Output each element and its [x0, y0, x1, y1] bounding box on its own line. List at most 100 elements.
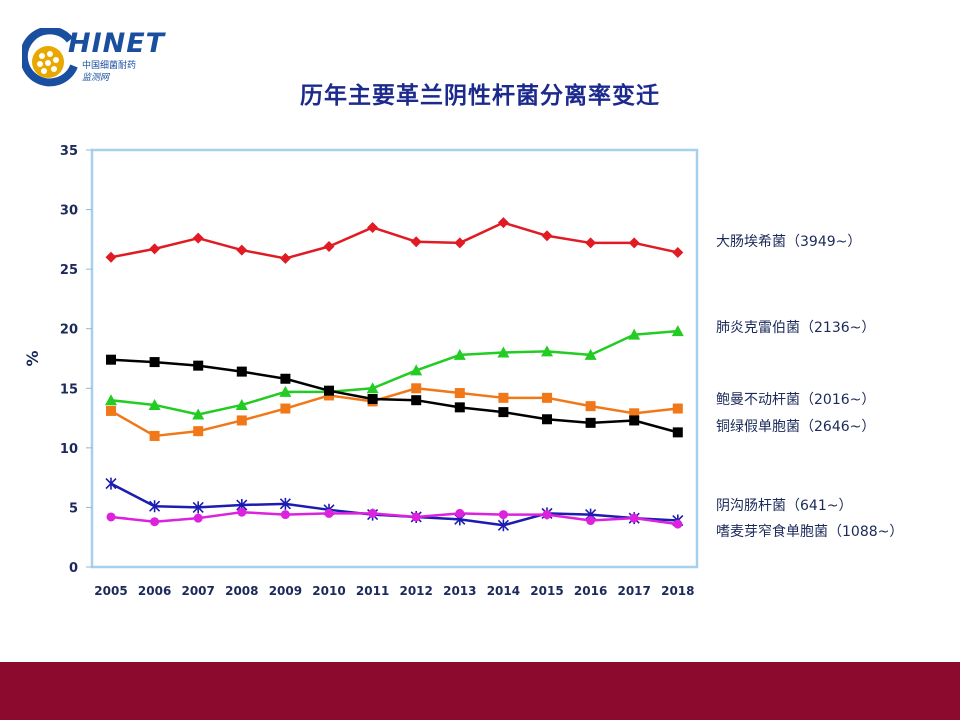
data-point: [193, 513, 203, 523]
x-tick-label: 2007: [181, 584, 214, 598]
series-line: [110, 387, 678, 438]
data-point: [453, 348, 466, 360]
data-point: [455, 508, 465, 518]
data-point: [497, 217, 509, 229]
data-point: [672, 427, 683, 438]
x-tick-label: 2010: [312, 584, 345, 598]
x-tick-label: 2011: [356, 584, 389, 598]
data-point: [148, 398, 161, 410]
data-point: [237, 507, 247, 517]
legend-entry: 铜绿假单胞菌（2646~）: [716, 419, 876, 435]
data-point: [498, 407, 509, 418]
data-point: [236, 366, 247, 377]
data-point: [542, 510, 552, 520]
x-tick-label: 2017: [617, 584, 650, 598]
x-tick-label: 2006: [138, 584, 171, 598]
data-point: [498, 510, 508, 520]
data-point: [149, 500, 161, 513]
data-point: [498, 392, 509, 403]
data-point: [280, 373, 291, 384]
data-point: [279, 497, 291, 510]
data-point: [410, 236, 422, 248]
legend-entry: 嗜麦芽窄食单胞菌（1088~）: [716, 524, 904, 540]
data-point: [324, 508, 334, 518]
series-line: [110, 329, 678, 416]
logo-globe-icon: [22, 28, 78, 87]
data-point: [367, 221, 379, 233]
data-point: [106, 512, 116, 522]
data-point: [149, 357, 160, 368]
data-point: [584, 348, 597, 360]
legend-entry: 阴沟肠杆菌（641~）: [716, 498, 853, 514]
legend-entry: 鲍曼不动杆菌（2016~）: [716, 392, 876, 408]
data-point: [105, 394, 117, 406]
data-point: [454, 388, 465, 399]
series-line: [110, 510, 678, 526]
y-tick-label: 35: [60, 144, 78, 159]
data-point: [672, 246, 684, 258]
data-point: [586, 516, 596, 526]
data-point: [149, 430, 160, 441]
data-point: [585, 401, 596, 412]
data-point: [585, 417, 596, 428]
data-point: [629, 415, 640, 426]
data-point: [671, 325, 684, 337]
y-tick-label: 0: [69, 561, 78, 576]
x-tick-label: 2018: [661, 584, 694, 598]
data-point: [411, 383, 422, 394]
data-point: [629, 408, 640, 419]
data-point: [585, 237, 597, 249]
y-tick-label: 30: [60, 204, 78, 219]
y-tick-label: 10: [60, 442, 78, 457]
data-point: [236, 244, 248, 256]
x-tick-label: 2008: [225, 584, 258, 598]
y-axis-label: %: [23, 350, 42, 366]
x-tick-label: 2009: [269, 584, 302, 598]
data-point: [193, 426, 204, 437]
series-line: [110, 221, 679, 260]
x-tick-label: 2012: [399, 584, 432, 598]
x-tick-label: 2014: [487, 584, 520, 598]
logo-subtitle-cn: 中国细菌耐药: [82, 61, 137, 71]
y-tick-label: 25: [60, 263, 78, 278]
data-point: [672, 403, 683, 414]
data-point: [368, 508, 378, 518]
data-point: [497, 519, 509, 532]
data-point: [497, 346, 510, 358]
data-point: [279, 252, 291, 264]
data-point: [280, 403, 291, 414]
data-point: [192, 408, 205, 420]
data-point: [541, 230, 553, 242]
data-point: [411, 512, 421, 522]
logo-wordmark: HINET: [68, 28, 166, 59]
data-point: [235, 398, 248, 410]
footer-band: [0, 662, 960, 720]
data-point: [105, 477, 117, 490]
data-point: [629, 513, 639, 523]
data-point: [541, 345, 553, 357]
data-point: [149, 243, 161, 255]
data-point: [324, 385, 334, 396]
data-point: [279, 385, 292, 397]
data-point: [193, 360, 204, 371]
data-point: [105, 251, 117, 263]
data-point: [673, 519, 683, 529]
data-point: [367, 394, 378, 405]
line-chart: 0 5 10 15 20 25 30 35% 2005 2006 2007 2008 2009 2010 2…: [23, 144, 699, 598]
data-point: [542, 414, 552, 425]
y-tick-label: 15: [60, 382, 78, 397]
data-point: [542, 392, 552, 403]
data-point: [236, 415, 247, 426]
data-point: [150, 517, 160, 527]
legend-entry: 肺炎克雷伯菌（2136~）: [716, 320, 876, 336]
data-point: [410, 364, 423, 376]
data-point: [323, 241, 335, 253]
data-point: [280, 510, 290, 520]
data-point: [411, 395, 422, 406]
x-tick-label: 2013: [443, 584, 476, 598]
x-tick-label: 2015: [530, 584, 563, 598]
data-point: [628, 237, 640, 249]
data-point: [106, 354, 116, 365]
data-point: [366, 382, 379, 394]
logo-subtitle-net: 监测网: [82, 73, 110, 83]
